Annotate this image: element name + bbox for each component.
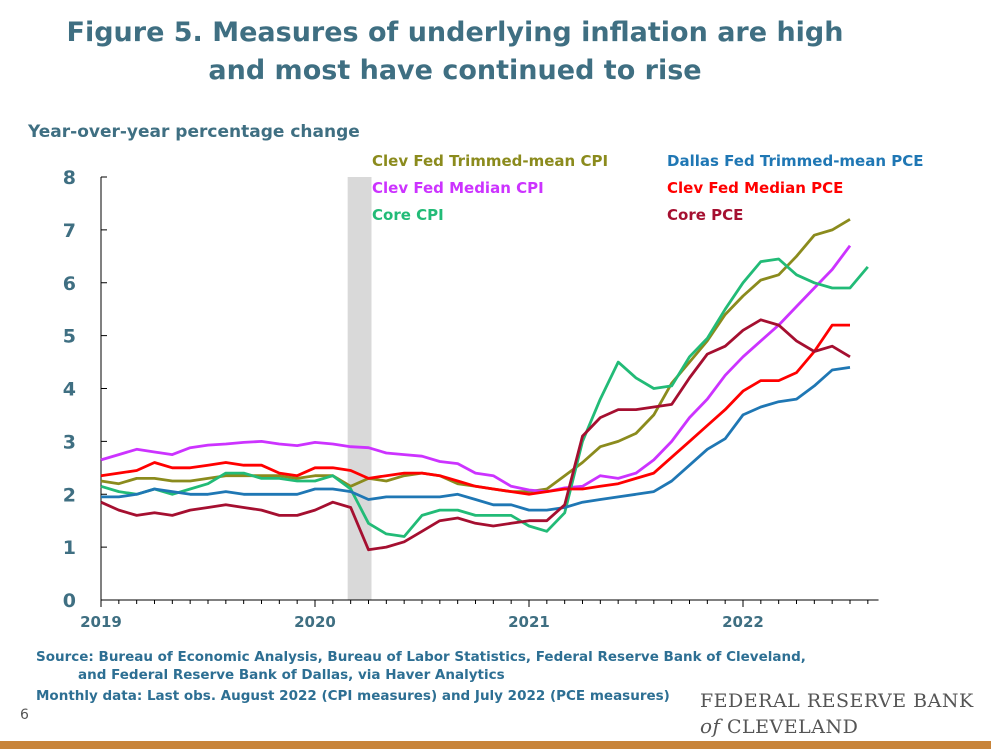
legend-entry-core-pce: Core PCE (667, 206, 743, 224)
series-line-core-pce (100, 318, 851, 552)
source-line2: and Federal Reserve Bank of Dallas, via … (78, 667, 505, 683)
y-tick-label: 3 (63, 431, 76, 453)
logo-line2: of CLEVELAND (700, 714, 858, 738)
y-tick-label: 8 (63, 167, 76, 189)
source-note: Source: Bureau of Economic Analysis, Bur… (36, 648, 806, 684)
x-tick-label: 2020 (294, 613, 336, 631)
bottom-accent-bar (0, 741, 991, 749)
series-layer (100, 218, 869, 552)
series-line-dallas-fed-trimmed-mean-pce (101, 366, 851, 512)
legend-entry-clev-fed-median-cpi: Clev Fed Median CPI (372, 179, 544, 197)
logo-line1: FEDERAL RESERVE BANK (700, 690, 974, 712)
x-tick-label: 2022 (722, 613, 764, 631)
logo-cleveland: CLEVELAND (727, 716, 859, 738)
y-tick-label: 5 (63, 326, 76, 348)
y-tick-label: 6 (63, 273, 76, 295)
legend-entry-core-cpi: Core CPI (372, 206, 444, 224)
y-tick-label: 0 (63, 590, 76, 612)
y-tick-label: 4 (63, 379, 76, 401)
series-line-core-cpi (100, 257, 869, 538)
legend-entry-dallas-fed-trimmed-mean-pce: Dallas Fed Trimmed-mean PCE (667, 152, 924, 170)
x-tick-label: 2021 (508, 613, 550, 631)
recession-band (347, 177, 372, 600)
legend-entry-clev-fed-median-pce: Clev Fed Median PCE (667, 179, 843, 197)
logo-of: of (700, 714, 721, 738)
monthly-note: Monthly data: Last obs. August 2022 (CPI… (36, 688, 670, 704)
chart-title: Figure 5. Measures of underlying inflati… (0, 14, 910, 90)
legend-layer: Clev Fed Trimmed-mean CPI Clev Fed Median… (372, 152, 924, 224)
source-line1: Source: Bureau of Economic Analysis, Bur… (36, 649, 806, 665)
chart-title-line2: and most have continued to rise (208, 55, 702, 86)
series-line-clev-fed-trimmed-mean-cpi (100, 218, 851, 494)
y-tick-label: 2 (63, 484, 76, 506)
y-tick-label: 1 (63, 537, 76, 559)
series-line-clev-fed-median-cpi (100, 244, 852, 494)
page-number: 6 (20, 707, 29, 723)
y-axis-label: Year-over-year percentage change (28, 122, 360, 142)
y-tick-label: 7 (63, 220, 76, 242)
recession-band-layer (347, 177, 372, 600)
chart-title-line1: Figure 5. Measures of underlying inflati… (66, 17, 844, 48)
axes-layer: 0 1 2 3 4 5 6 7 8 2019 2020 2021 2022 (63, 167, 879, 631)
x-tick-label: 2019 (80, 613, 122, 631)
legend-entry-clev-fed-trimmed-mean-cpi: Clev Fed Trimmed-mean CPI (372, 152, 608, 170)
series-line-clev-fed-median-pce (100, 323, 850, 496)
